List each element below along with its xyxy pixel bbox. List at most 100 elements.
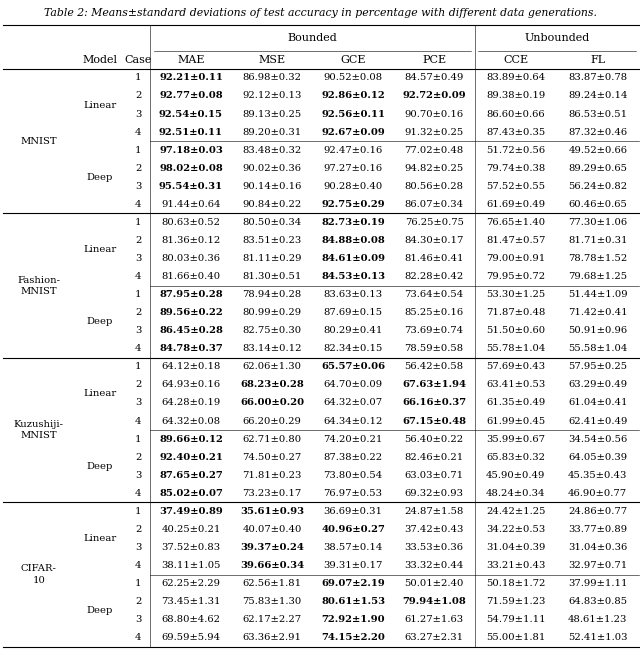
Text: 2: 2 — [135, 525, 141, 534]
Text: 3: 3 — [135, 254, 141, 263]
Text: 89.20±0.31: 89.20±0.31 — [243, 127, 301, 136]
Text: 86.45±0.28: 86.45±0.28 — [159, 326, 223, 335]
Text: 4: 4 — [135, 127, 141, 136]
Text: Linear: Linear — [83, 389, 116, 398]
Text: 80.63±0.52: 80.63±0.52 — [161, 218, 221, 227]
Text: CIFAR-
10: CIFAR- 10 — [21, 564, 57, 584]
Text: 64.12±0.18: 64.12±0.18 — [161, 362, 221, 371]
Text: 3: 3 — [135, 543, 141, 552]
Text: 89.24±0.14: 89.24±0.14 — [568, 92, 627, 101]
Text: 89.38±0.19: 89.38±0.19 — [486, 92, 545, 101]
Text: 1: 1 — [135, 435, 141, 443]
Text: 67.63±1.94: 67.63±1.94 — [402, 380, 466, 389]
Text: MSE: MSE — [259, 55, 285, 65]
Text: 92.86±0.12: 92.86±0.12 — [321, 92, 385, 101]
Text: 87.38±0.22: 87.38±0.22 — [323, 452, 383, 462]
Text: 84.88±0.08: 84.88±0.08 — [321, 236, 385, 245]
Text: 69.32±0.93: 69.32±0.93 — [404, 489, 463, 498]
Text: 92.67±0.09: 92.67±0.09 — [321, 127, 385, 136]
Text: 87.43±0.35: 87.43±0.35 — [486, 127, 545, 136]
Text: 81.66±0.40: 81.66±0.40 — [161, 272, 221, 281]
Text: 92.40±0.21: 92.40±0.21 — [159, 452, 223, 462]
Text: 64.83±0.85: 64.83±0.85 — [568, 597, 627, 606]
Text: 64.93±0.16: 64.93±0.16 — [161, 380, 221, 389]
Text: Deep: Deep — [87, 317, 113, 326]
Text: 82.46±0.21: 82.46±0.21 — [404, 452, 464, 462]
Text: 80.03±0.36: 80.03±0.36 — [161, 254, 221, 263]
Text: 83.48±0.32: 83.48±0.32 — [243, 146, 301, 155]
Text: 71.81±0.23: 71.81±0.23 — [243, 471, 301, 480]
Text: 69.59±5.94: 69.59±5.94 — [161, 633, 221, 642]
Text: 90.84±0.22: 90.84±0.22 — [243, 200, 301, 209]
Text: 64.05±0.39: 64.05±0.39 — [568, 452, 627, 462]
Text: 79.00±0.91: 79.00±0.91 — [486, 254, 545, 263]
Text: 4: 4 — [135, 272, 141, 281]
Text: 1: 1 — [135, 579, 141, 588]
Text: 73.45±1.31: 73.45±1.31 — [161, 597, 221, 606]
Text: 31.04±0.36: 31.04±0.36 — [568, 543, 627, 552]
Text: 81.47±0.57: 81.47±0.57 — [486, 236, 545, 245]
Text: 33.77±0.89: 33.77±0.89 — [568, 525, 627, 534]
Text: 90.70±0.16: 90.70±0.16 — [404, 110, 464, 118]
Text: Deep: Deep — [87, 606, 113, 615]
Text: 74.20±0.21: 74.20±0.21 — [323, 435, 383, 443]
Text: 32.97±0.71: 32.97±0.71 — [568, 561, 627, 570]
Text: 64.28±0.19: 64.28±0.19 — [161, 398, 221, 408]
Text: 24.42±1.25: 24.42±1.25 — [486, 507, 545, 516]
Text: 3: 3 — [135, 398, 141, 408]
Text: 81.36±0.12: 81.36±0.12 — [161, 236, 221, 245]
Text: 65.83±0.32: 65.83±0.32 — [486, 452, 545, 462]
Text: 4: 4 — [135, 633, 141, 642]
Text: 83.89±0.64: 83.89±0.64 — [486, 73, 545, 83]
Text: 92.56±0.11: 92.56±0.11 — [321, 110, 385, 118]
Text: FL: FL — [590, 55, 605, 65]
Text: 73.64±0.54: 73.64±0.54 — [404, 290, 464, 299]
Text: 86.53±0.51: 86.53±0.51 — [568, 110, 627, 118]
Text: 52.41±1.03: 52.41±1.03 — [568, 633, 627, 642]
Text: 36.69±0.31: 36.69±0.31 — [324, 507, 383, 516]
Text: 57.69±0.43: 57.69±0.43 — [486, 362, 545, 371]
Text: Unbounded: Unbounded — [524, 32, 589, 43]
Text: 3: 3 — [135, 182, 141, 191]
Text: 66.20±0.29: 66.20±0.29 — [243, 417, 301, 426]
Text: 85.25±0.16: 85.25±0.16 — [404, 308, 464, 317]
Text: 91.32±0.25: 91.32±0.25 — [404, 127, 464, 136]
Text: 63.29±0.49: 63.29±0.49 — [568, 380, 627, 389]
Text: 2: 2 — [135, 164, 141, 173]
Text: 46.90±0.77: 46.90±0.77 — [568, 489, 627, 498]
Text: 85.02±0.07: 85.02±0.07 — [159, 489, 223, 498]
Text: 50.91±0.96: 50.91±0.96 — [568, 326, 627, 335]
Text: 33.53±0.36: 33.53±0.36 — [404, 543, 463, 552]
Text: Bounded: Bounded — [288, 32, 337, 43]
Text: 62.17±2.27: 62.17±2.27 — [243, 615, 301, 624]
Text: 87.65±0.27: 87.65±0.27 — [159, 471, 223, 480]
Text: 84.30±0.17: 84.30±0.17 — [404, 236, 464, 245]
Text: 24.86±0.77: 24.86±0.77 — [568, 507, 627, 516]
Text: 64.32±0.07: 64.32±0.07 — [323, 398, 383, 408]
Text: 1: 1 — [135, 146, 141, 155]
Text: 40.25±0.21: 40.25±0.21 — [161, 525, 221, 534]
Text: 2: 2 — [135, 236, 141, 245]
Text: 45.90±0.49: 45.90±0.49 — [486, 471, 545, 480]
Text: Linear: Linear — [83, 101, 116, 109]
Text: 39.37±0.24: 39.37±0.24 — [240, 543, 304, 552]
Text: 81.30±0.51: 81.30±0.51 — [243, 272, 301, 281]
Text: Deep: Deep — [87, 173, 113, 182]
Text: 76.25±0.75: 76.25±0.75 — [404, 218, 463, 227]
Text: 84.61±0.09: 84.61±0.09 — [321, 254, 385, 263]
Text: 60.46±0.65: 60.46±0.65 — [568, 200, 627, 209]
Text: MAE: MAE — [177, 55, 205, 65]
Text: 74.50±0.27: 74.50±0.27 — [243, 452, 301, 462]
Text: 2: 2 — [135, 452, 141, 462]
Text: CCE: CCE — [503, 55, 528, 65]
Text: 64.34±0.12: 64.34±0.12 — [323, 417, 383, 426]
Text: 66.00±0.20: 66.00±0.20 — [240, 398, 304, 408]
Text: 56.24±0.82: 56.24±0.82 — [568, 182, 627, 191]
Text: 38.57±0.14: 38.57±0.14 — [323, 543, 383, 552]
Text: 78.94±0.28: 78.94±0.28 — [243, 290, 301, 299]
Text: 98.02±0.08: 98.02±0.08 — [159, 164, 223, 173]
Text: 31.04±0.39: 31.04±0.39 — [486, 543, 545, 552]
Text: 80.61±1.53: 80.61±1.53 — [321, 597, 385, 606]
Text: 40.96±0.27: 40.96±0.27 — [321, 525, 385, 534]
Text: 62.06±1.30: 62.06±1.30 — [243, 362, 301, 371]
